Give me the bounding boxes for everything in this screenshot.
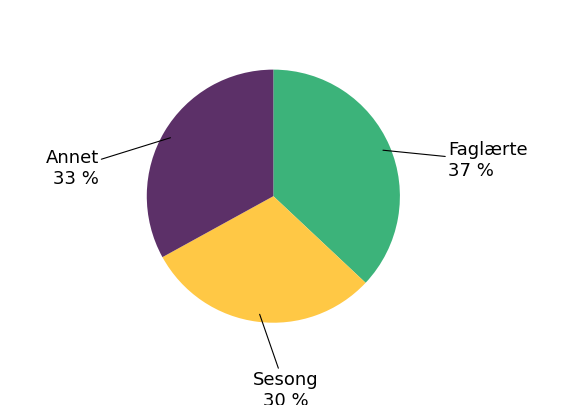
Text: Faglærte
37 %: Faglærte 37 % bbox=[383, 141, 527, 180]
Wedge shape bbox=[273, 70, 400, 283]
Text: Annet
33 %: Annet 33 % bbox=[45, 138, 170, 188]
Text: Sesong
30 %: Sesong 30 % bbox=[253, 314, 319, 405]
Wedge shape bbox=[147, 70, 273, 257]
Wedge shape bbox=[162, 196, 366, 323]
